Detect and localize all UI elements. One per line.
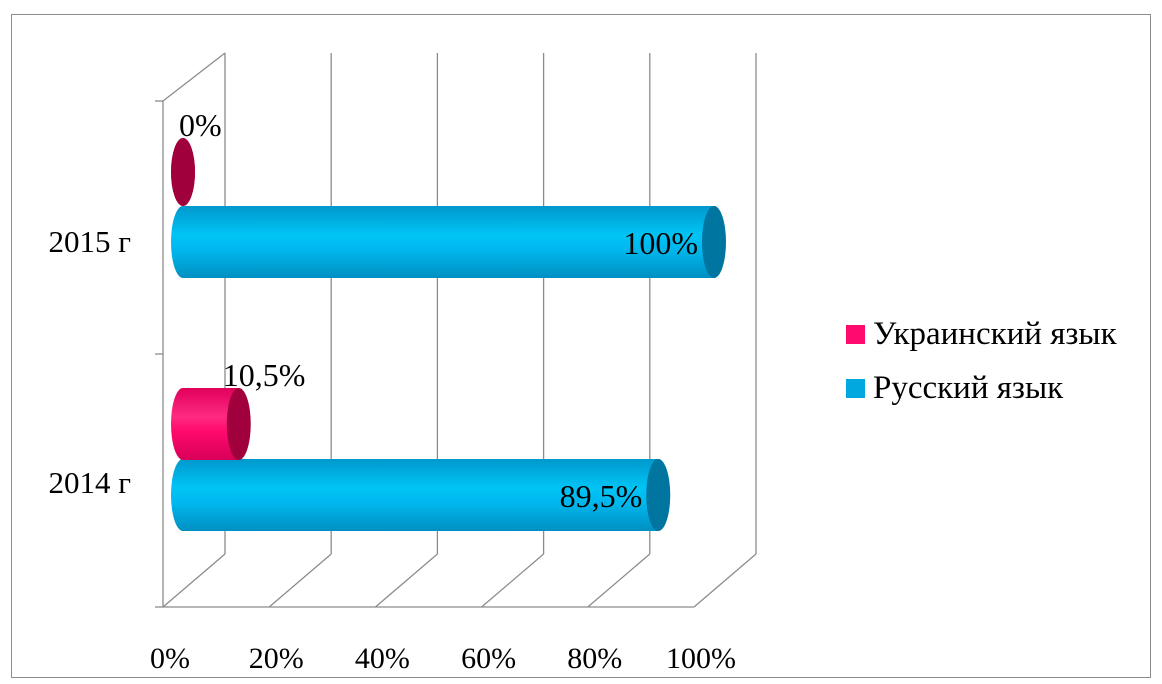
legend-label-ukrainian: Украинский язык bbox=[873, 315, 1117, 352]
bar-russian-1-end-cap bbox=[702, 206, 726, 278]
data-label-russian: 100% bbox=[623, 225, 698, 261]
bar-ukrainian-1-end-cap bbox=[171, 138, 195, 206]
legend-swatch-ukrainian bbox=[846, 324, 865, 344]
bar-russian-1-body bbox=[183, 206, 714, 278]
data-label-ukrainian: 0% bbox=[179, 107, 222, 143]
floor-gridline bbox=[374, 553, 438, 608]
floor-gridline bbox=[481, 553, 545, 608]
x-tick-label: 80% bbox=[567, 642, 622, 675]
side-wall-top-edge bbox=[162, 52, 226, 102]
bar-ukrainian-0-end-cap bbox=[226, 388, 251, 460]
x-tick-label: 40% bbox=[355, 642, 410, 675]
legend-item-russian: Русский язык bbox=[846, 361, 1117, 415]
data-label-ukrainian: 10,5% bbox=[223, 357, 306, 393]
x-tick-label: 60% bbox=[461, 642, 516, 675]
x-tick-label: 20% bbox=[249, 642, 304, 675]
data-label-russian: 89,5% bbox=[560, 478, 643, 514]
category-label: 2015 г bbox=[49, 224, 131, 259]
floor-gridline bbox=[587, 553, 651, 608]
legend-label-russian: Русский язык bbox=[873, 369, 1064, 406]
category-label: 2014 г bbox=[49, 465, 131, 500]
chart-frame bbox=[11, 14, 1151, 678]
floor-gridline bbox=[268, 553, 332, 608]
chart-legend: Украинский язык Русский язык bbox=[846, 307, 1117, 415]
x-tick-label: 0% bbox=[150, 642, 190, 675]
floor-gridline bbox=[162, 553, 226, 608]
x-tick-label: 100% bbox=[666, 642, 736, 675]
bar-russian-0-body bbox=[183, 459, 659, 531]
bar-russian-0-end-cap bbox=[646, 459, 671, 531]
legend-swatch-russian bbox=[846, 378, 865, 398]
legend-item-ukrainian: Украинский язык bbox=[846, 307, 1117, 361]
floor-gridline bbox=[693, 553, 757, 608]
